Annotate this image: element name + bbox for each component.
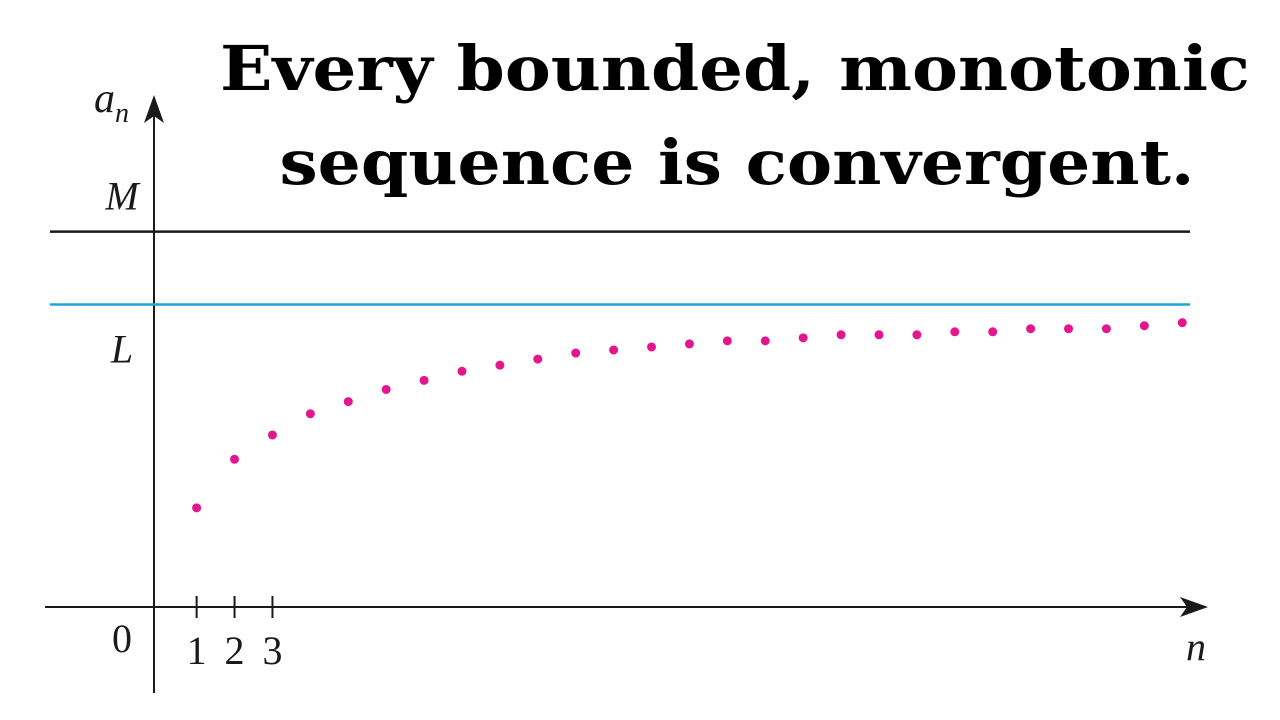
- sequence-point: [912, 330, 922, 340]
- y-label-subscript: n: [115, 98, 129, 129]
- x-tick-label: 3: [262, 628, 282, 673]
- sequence-point: [419, 375, 429, 385]
- sequence-point: [305, 409, 315, 419]
- sequence-point: [647, 342, 657, 352]
- sequence-point: [1139, 321, 1149, 331]
- sequence-point: [381, 384, 391, 394]
- y-tick-label: 0: [112, 616, 132, 661]
- sequence-point: [1064, 324, 1074, 334]
- y-axis-arrow: [144, 95, 164, 123]
- sequence-point: [988, 327, 998, 337]
- sequence-point: [457, 366, 467, 376]
- y-tick-label: M: [104, 174, 141, 219]
- title-line: Every bounded, monotonic: [220, 32, 1250, 105]
- sequence-point: [1026, 324, 1036, 334]
- x-tick-label: 2: [225, 628, 245, 673]
- sequence-point: [192, 503, 202, 513]
- sequence-point: [798, 333, 808, 343]
- y-label-base: a: [94, 76, 115, 122]
- sequence-point: [533, 354, 543, 364]
- sequence-point: [267, 430, 277, 440]
- sequence-point: [836, 330, 846, 340]
- sequence-point: [722, 336, 732, 346]
- x-axis-arrow: [1180, 597, 1208, 617]
- sequence-point: [495, 360, 505, 370]
- sequence-point: [950, 327, 960, 337]
- sequence-point: [1177, 318, 1187, 328]
- sequence-point: [230, 454, 240, 464]
- sequence-point: [760, 336, 770, 346]
- sequence-point: [609, 345, 619, 355]
- sequence-point: [571, 348, 581, 358]
- title-line: sequence is convergent.: [280, 126, 1195, 199]
- sequence-point: [343, 397, 353, 407]
- x-tick-label: 1: [187, 628, 207, 673]
- x-axis-label: n: [1186, 624, 1206, 669]
- sequence-point: [874, 330, 884, 340]
- y-tick-label: L: [110, 326, 133, 371]
- y-axis-label: an: [94, 76, 129, 129]
- sequence-point: [684, 339, 694, 349]
- sequence-point: [1101, 324, 1111, 334]
